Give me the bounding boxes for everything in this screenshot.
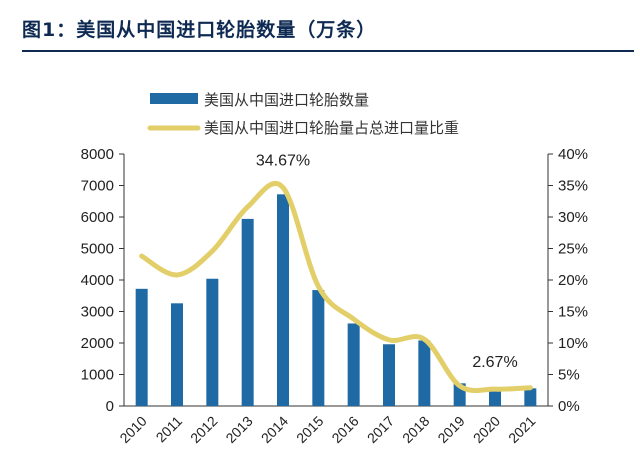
y-left-tick-label: 3000	[81, 304, 114, 321]
y-right-tick-label: 10%	[558, 335, 588, 352]
y-right-tick-label: 5%	[558, 367, 580, 384]
bar-2013	[241, 218, 254, 406]
bar-2016	[347, 323, 360, 406]
y-right-tick-label: 40%	[558, 146, 588, 163]
x-tick-label: 2017	[364, 413, 397, 446]
x-tick-label: 2016	[328, 413, 361, 446]
y-right-tick-label: 30%	[558, 209, 588, 226]
y-left-tick-label: 6000	[81, 209, 114, 226]
bar-2010	[135, 288, 148, 406]
line-series-share	[139, 181, 533, 394]
x-tick-label: 2010	[116, 413, 149, 446]
x-tick-label: 2019	[434, 413, 467, 446]
y-left-tick-label: 1000	[81, 367, 114, 384]
legend-label-bar: 美国从中国进口轮胎数量	[204, 91, 369, 109]
bar-2011	[171, 303, 183, 406]
bar-2020	[489, 390, 501, 406]
y-right-tick-label: 15%	[558, 304, 588, 321]
legend-label-line: 美国从中国进口轮胎量占总进口量比重	[204, 119, 459, 137]
x-tick-label: 2015	[293, 413, 326, 446]
y-right-tick-label: 20%	[558, 272, 588, 289]
legend-swatch-bar	[150, 93, 198, 104]
y-left-tick-label: 7000	[81, 178, 114, 195]
bar-2014	[277, 194, 289, 406]
y-left-tick-label: 0	[106, 398, 114, 415]
bar-2021	[524, 388, 537, 406]
legend: 美国从中国进口轮胎数量 美国从中国进口轮胎量占总进口量比重	[147, 91, 459, 137]
x-tick-label: 2014	[258, 413, 291, 446]
y-left-tick-label: 8000	[81, 146, 114, 163]
y-left-tick-label: 5000	[81, 241, 114, 258]
x-tick-label: 2018	[399, 413, 432, 446]
x-tick-label: 2021	[505, 413, 538, 446]
y-right-tick-label: 35%	[558, 178, 588, 195]
x-tick-label: 2011	[153, 413, 186, 446]
y-right-tick-label: 25%	[558, 241, 588, 258]
y-left-tick-label: 2000	[81, 335, 114, 352]
x-tick-label: 2012	[187, 413, 220, 446]
y-left-tick-label: 4000	[81, 272, 114, 289]
figure-title: 图1：美国从中国进口轮胎数量（万条）	[22, 19, 377, 41]
data-label-callout: 34.67%	[256, 153, 310, 170]
x-tick-label: 2020	[470, 413, 503, 446]
bar-2012	[206, 278, 219, 406]
plot-area: 0 1000 2000 3000 4000 5000 6000 7000 8000 0% 5% 10%…	[81, 146, 588, 446]
bar-2017	[383, 344, 395, 406]
bar-2018	[418, 340, 431, 406]
bar-2015	[312, 290, 325, 406]
data-label-callout: 2.67%	[472, 354, 517, 371]
title-underline	[22, 50, 634, 52]
x-tick-label: 2013	[222, 413, 255, 446]
y-right-tick-label: 0%	[558, 398, 580, 415]
